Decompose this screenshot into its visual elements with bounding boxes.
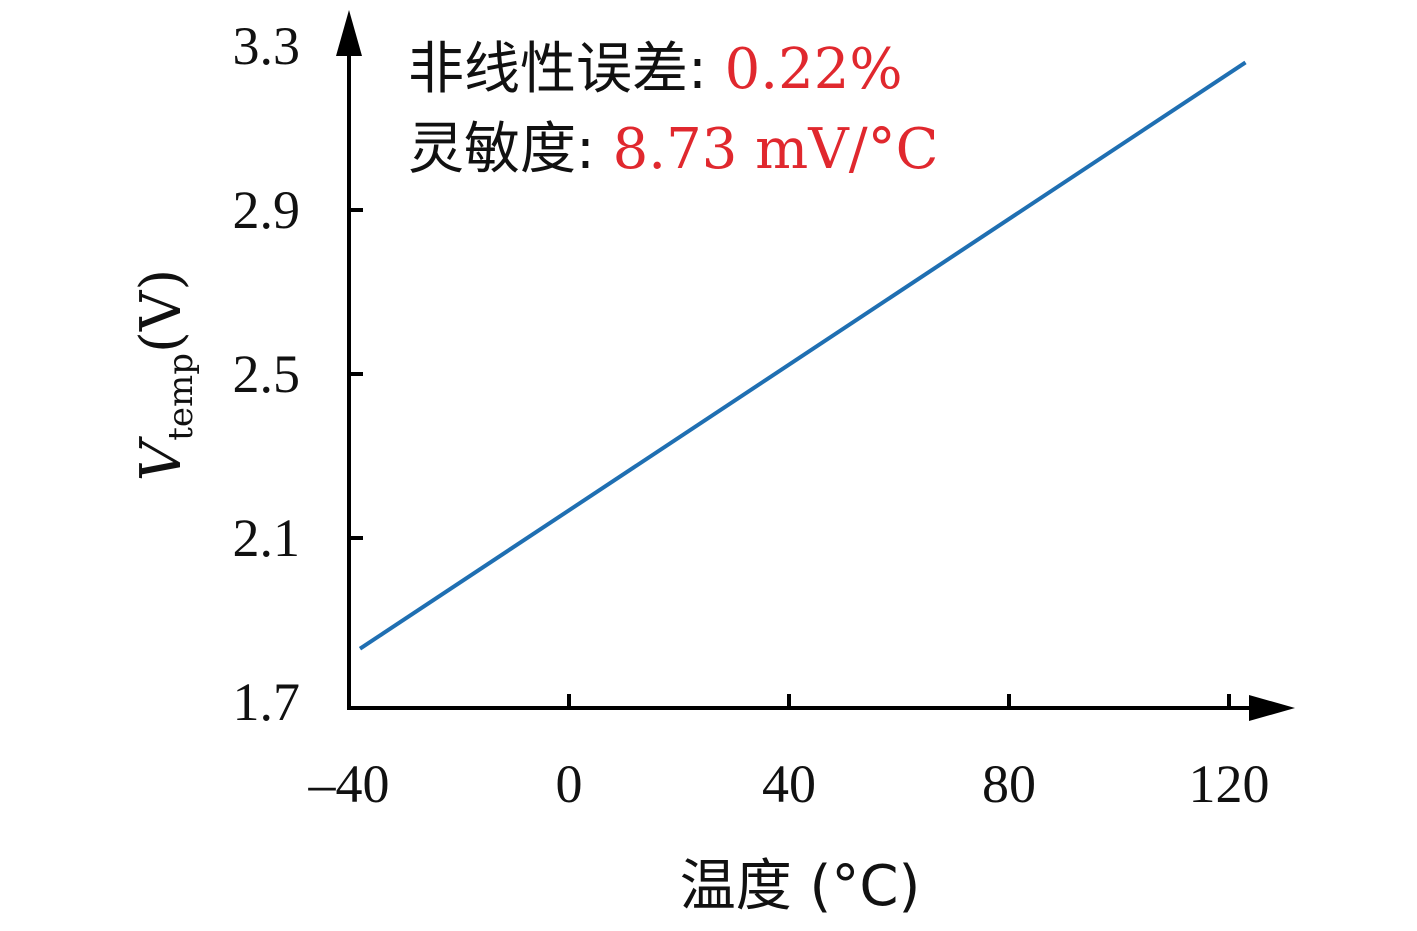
x-tick-label: 120: [1189, 754, 1270, 814]
y-tick-label: 2.1: [233, 508, 301, 568]
x-ticks: –40 0 40 80 120: [308, 694, 1270, 814]
y-tick-label: 2.9: [233, 180, 301, 240]
y-tick-label: 2.5: [233, 344, 301, 404]
x-tick-label: 0: [556, 754, 583, 814]
x-tick-label: 40: [762, 754, 816, 814]
y-axis-title-subscript: temp: [161, 353, 201, 441]
y-axis-title-unit: (V): [129, 269, 194, 353]
y-tick-label: 3.3: [233, 16, 301, 76]
annotation-sensitivity: 灵敏度: 8.73 mV/°C: [408, 117, 938, 182]
series-line: [358, 60, 1247, 651]
x-axis-title: 温度 (°C): [680, 854, 921, 919]
y-tick-label: 1.7: [233, 672, 301, 732]
y-axis-title-base: V: [129, 435, 194, 481]
annotation-nonlinearity-label: 非线性误差:: [408, 37, 725, 102]
x-axis-arrowhead: [1249, 695, 1295, 721]
y-axis-title: Vtemp(V): [129, 269, 201, 481]
annotation-sensitivity-label: 灵敏度:: [408, 117, 613, 182]
annotation-nonlinearity: 非线性误差: 0.22%: [408, 37, 903, 102]
annotation-nonlinearity-value: 0.22%: [725, 37, 903, 102]
x-tick-label: 80: [982, 754, 1036, 814]
annotation-sensitivity-value: 8.73 mV/°C: [613, 117, 939, 182]
y-ticks: 1.7 2.1 2.5 2.9 3.3: [233, 16, 363, 732]
x-tick-label: –40: [308, 754, 390, 814]
y-axis-arrowhead: [336, 10, 362, 56]
